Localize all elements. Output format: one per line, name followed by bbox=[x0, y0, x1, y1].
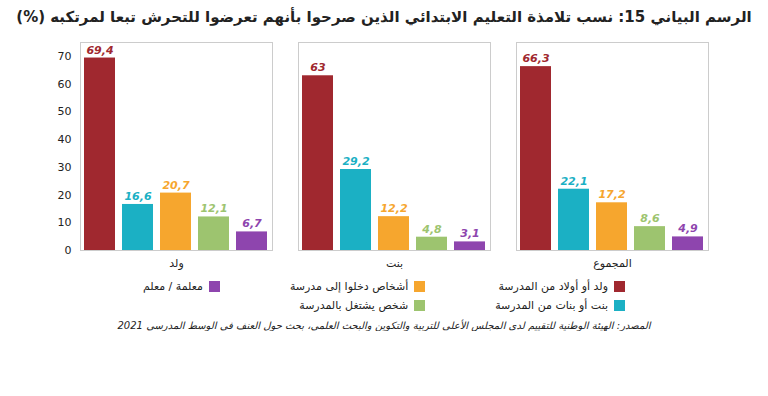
svg-text:63: 63 bbox=[310, 61, 326, 74]
svg-text:20: 20 bbox=[58, 189, 72, 202]
svg-text:22,1: 22,1 bbox=[560, 175, 587, 188]
svg-text:10: 10 bbox=[58, 216, 72, 229]
html-text:أشخاص دخلوا إلى مدرسة: أشخاص دخلوا إلى مدرسة bbox=[289, 280, 409, 293]
svg-text:4,9: 4,9 bbox=[677, 222, 698, 235]
svg-text:12,2: 12,2 bbox=[380, 202, 407, 215]
svg-text:60: 60 bbox=[58, 78, 72, 91]
svg-text:50: 50 bbox=[58, 105, 72, 118]
html-text:المصدر: الهيئة الوطنية للتقييم: المصدر: الهيئة الوطنية للتقييم لدى المجل… bbox=[117, 320, 651, 331]
html-text:معلمة / معلم: معلمة / معلم bbox=[143, 280, 203, 293]
svg-text:29,2: 29,2 bbox=[342, 155, 369, 168]
svg-text:6,7: 6,7 bbox=[242, 217, 262, 230]
svg-text:20,7: 20,7 bbox=[162, 179, 189, 192]
svg-text:69,4: 69,4 bbox=[86, 44, 113, 57]
svg-text:16,6: 16,6 bbox=[124, 190, 151, 203]
svg-text:0: 0 bbox=[65, 244, 72, 257]
svg-text:8,6: 8,6 bbox=[640, 212, 660, 225]
html-text:الرسم البياني 15: نسب تلامذة ا: الرسم البياني 15: نسب تلامذة التعليم الا… bbox=[16, 8, 752, 26]
svg-text:بنت: بنت bbox=[386, 257, 403, 270]
svg-text:12,1: 12,1 bbox=[200, 202, 227, 215]
svg-text:40: 40 bbox=[58, 133, 72, 146]
svg-text:66,3: 66,3 bbox=[522, 52, 549, 65]
svg-text:17,2: 17,2 bbox=[598, 188, 625, 201]
svg-text:ولد: ولد bbox=[169, 257, 183, 270]
svg-text:30: 30 bbox=[58, 161, 72, 174]
html-text:ولد أو أولاد من المدرسة: ولد أو أولاد من المدرسة bbox=[498, 280, 608, 293]
svg-text:المجموع: المجموع bbox=[593, 257, 631, 270]
svg-text:4,8: 4,8 bbox=[421, 223, 442, 236]
svg-text:3,1: 3,1 bbox=[460, 227, 480, 240]
html-text:شخص يشتغل بالمدرسة: شخص يشتغل بالمدرسة bbox=[299, 299, 409, 312]
html-text:بنت أو بنات من المدرسة: بنت أو بنات من المدرسة bbox=[495, 299, 608, 312]
svg-text:70: 70 bbox=[58, 50, 72, 63]
